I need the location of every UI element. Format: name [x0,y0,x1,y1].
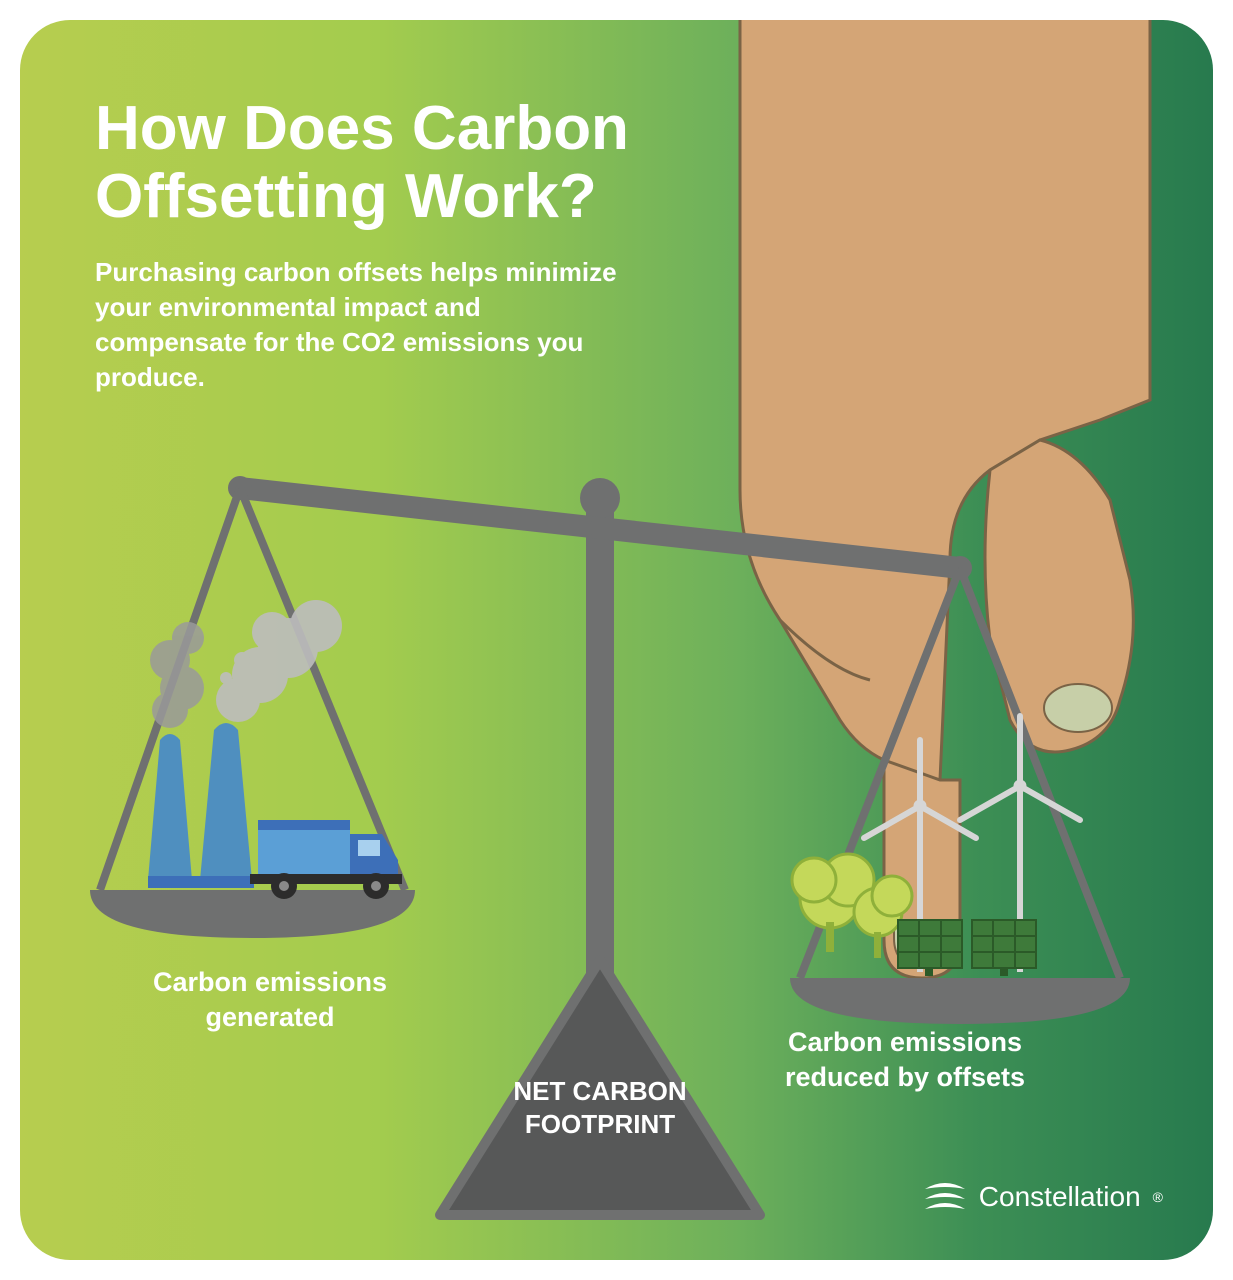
solar-panel-icon [972,920,1036,976]
brand-logo: Constellation ® [923,1179,1163,1215]
brand-name: Constellation [979,1181,1141,1213]
tree-icon [854,876,912,958]
scale-left-strings [100,488,405,890]
solar-panel-icon [898,920,962,976]
wind-turbine-icon [864,740,976,972]
infographic-card: How Does Carbon Offsetting Work? Purchas… [20,20,1213,1260]
base-label: NET CARBON FOOTPRINT [475,1075,725,1140]
scale-right-strings [800,568,1120,978]
left-pan-label: Carbon emissions generated [105,965,435,1035]
registered-mark: ® [1153,1189,1163,1205]
wind-turbine-icon [960,716,1080,972]
tree-icon [792,854,874,952]
constellation-mark-icon [923,1179,967,1215]
right-pan-label: Carbon emissions reduced by offsets [740,1025,1070,1095]
scale-beam [228,476,972,580]
emissions-scene [148,600,402,899]
smoke-icon [216,600,342,722]
truck-icon [250,820,402,899]
scale-post [580,478,620,1030]
factory-icon [148,723,252,880]
hand-icon [740,20,1150,978]
offsets-scene [792,716,1080,976]
smoke-icon [150,622,204,728]
scale-right-pan [790,978,1130,1024]
page-subtitle: Purchasing carbon offsets helps minimize… [95,255,635,395]
scale-left-pan [90,890,415,938]
page-title: How Does Carbon Offsetting Work? [95,95,735,231]
